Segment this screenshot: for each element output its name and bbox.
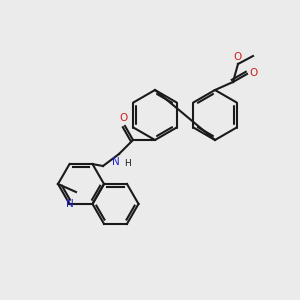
Text: O: O (119, 113, 127, 123)
Text: N: N (66, 199, 74, 209)
Text: H: H (124, 159, 131, 168)
Text: N: N (112, 157, 120, 167)
Text: O: O (234, 52, 242, 62)
Text: O: O (249, 68, 257, 78)
